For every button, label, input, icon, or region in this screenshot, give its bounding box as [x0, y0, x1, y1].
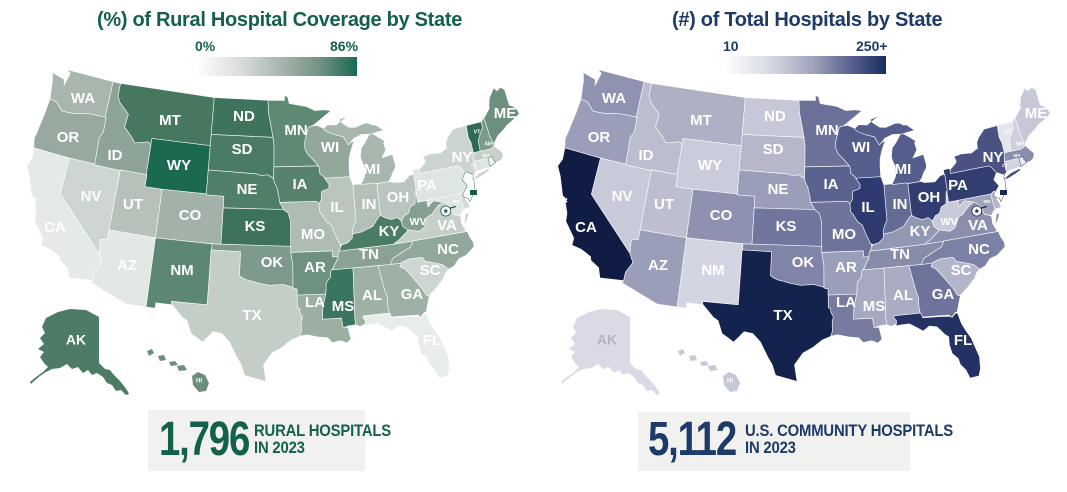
svg-text:CO: CO [179, 207, 202, 224]
svg-text:KY: KY [910, 223, 931, 240]
svg-text:OR: OR [588, 129, 611, 146]
svg-text:UT: UT [654, 196, 674, 213]
svg-text:NC: NC [437, 241, 459, 258]
svg-text:MD: MD [984, 199, 992, 204]
svg-text:MT: MT [159, 112, 181, 129]
svg-text:GA: GA [932, 286, 955, 303]
svg-text:SC: SC [420, 262, 441, 279]
svg-text:AL: AL [362, 287, 382, 304]
svg-text:MN: MN [815, 122, 838, 139]
svg-text:WA: WA [71, 90, 95, 107]
svg-text:OK: OK [792, 254, 815, 271]
svg-text:MA: MA [1014, 153, 1022, 158]
svg-text:ME: ME [494, 105, 517, 122]
svg-text:WV: WV [941, 216, 958, 228]
svg-text:HI: HI [196, 379, 202, 385]
svg-text:KS: KS [245, 218, 266, 235]
svg-text:ND: ND [764, 108, 786, 125]
svg-text:CA: CA [44, 219, 66, 236]
svg-text:NE: NE [768, 181, 789, 198]
svg-text:WY: WY [167, 157, 191, 174]
svg-text:CT: CT [1002, 163, 1008, 168]
svg-text:ID: ID [108, 147, 123, 164]
svg-text:FL: FL [423, 332, 441, 349]
svg-text:TN: TN [890, 246, 910, 263]
svg-text:IL: IL [861, 199, 874, 216]
svg-text:AK: AK [66, 332, 86, 348]
svg-text:VT: VT [1004, 129, 1012, 135]
svg-text:CO: CO [710, 207, 733, 224]
svg-text:VA: VA [437, 217, 457, 234]
svg-text:LA: LA [836, 294, 856, 311]
svg-text:SD: SD [763, 141, 784, 158]
svg-text:AR: AR [835, 259, 857, 276]
svg-text:OR: OR [57, 129, 80, 146]
svg-text:TX: TX [242, 307, 261, 324]
svg-text:VA: VA [968, 217, 988, 234]
svg-text:WV: WV [410, 216, 427, 228]
svg-text:KS: KS [776, 218, 797, 235]
svg-text:MT: MT [690, 112, 712, 129]
svg-text:NY: NY [983, 149, 1004, 166]
svg-text:NC: NC [968, 241, 990, 258]
svg-text:MO: MO [301, 226, 325, 243]
svg-text:IA: IA [293, 176, 308, 193]
svg-text:AR: AR [304, 259, 326, 276]
svg-text:NY: NY [452, 149, 473, 166]
svg-text:NH: NH [1016, 141, 1024, 147]
svg-text:WY: WY [698, 157, 722, 174]
svg-text:WI: WI [321, 139, 339, 156]
svg-text:GA: GA [401, 286, 424, 303]
svg-text:CT: CT [471, 163, 477, 168]
svg-text:PA: PA [948, 177, 968, 194]
svg-text:ID: ID [639, 147, 654, 164]
svg-text:IN: IN [893, 196, 908, 213]
svg-text:OK: OK [261, 254, 284, 271]
svg-text:ND: ND [233, 108, 255, 125]
svg-text:NM: NM [170, 262, 193, 279]
svg-text:KY: KY [379, 223, 400, 240]
svg-text:FL: FL [954, 332, 972, 349]
svg-text:✱: ✱ [29, 195, 37, 205]
svg-text:AL: AL [893, 287, 913, 304]
svg-text:NH: NH [485, 141, 493, 147]
svg-text:TX: TX [773, 307, 792, 324]
svg-text:OH: OH [918, 189, 941, 206]
svg-text:✱: ✱ [560, 195, 568, 205]
svg-text:MS: MS [863, 298, 886, 315]
svg-text:WI: WI [852, 139, 870, 156]
svg-text:OH: OH [387, 189, 410, 206]
svg-text:SD: SD [232, 141, 253, 158]
svg-text:TN: TN [359, 246, 379, 263]
svg-text:PA: PA [417, 177, 437, 194]
svg-text:HI: HI [727, 379, 733, 385]
svg-text:MI: MI [895, 161, 912, 178]
svg-text:WA: WA [602, 90, 626, 107]
svg-text:CA: CA [575, 219, 597, 236]
svg-text:VT: VT [473, 129, 481, 135]
svg-text:AK: AK [597, 332, 617, 348]
svg-text:NE: NE [237, 181, 258, 198]
svg-text:MI: MI [364, 161, 381, 178]
svg-text:MD: MD [453, 199, 461, 204]
svg-text:MO: MO [832, 226, 856, 243]
svg-text:IL: IL [330, 199, 343, 216]
svg-text:SC: SC [951, 262, 972, 279]
svg-text:ME: ME [1025, 105, 1048, 122]
svg-text:NV: NV [612, 188, 633, 205]
svg-text:MN: MN [284, 122, 307, 139]
svg-text:IN: IN [362, 196, 377, 213]
svg-text:MS: MS [332, 298, 355, 315]
svg-text:LA: LA [305, 294, 325, 311]
svg-text:NV: NV [81, 188, 102, 205]
svg-text:IA: IA [824, 176, 839, 193]
svg-text:AZ: AZ [117, 257, 137, 274]
svg-text:MA: MA [483, 153, 491, 158]
svg-text:UT: UT [123, 196, 143, 213]
svg-text:NM: NM [701, 262, 724, 279]
svg-text:AZ: AZ [648, 257, 668, 274]
